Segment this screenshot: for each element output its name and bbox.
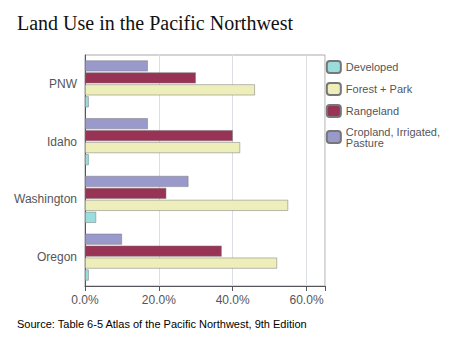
svg-text:Developed: Developed xyxy=(346,61,399,73)
svg-text:Cropland, Irrigated,: Cropland, Irrigated, xyxy=(345,125,440,138)
svg-text:Source: Table 6-5 Atlas of the: Source: Table 6-5 Atlas of the Pacific N… xyxy=(17,318,307,330)
svg-text:20.0%: 20.0% xyxy=(142,293,176,307)
svg-text:Washington: Washington xyxy=(14,192,77,206)
svg-text:Forest + Park: Forest + Park xyxy=(346,83,413,95)
svg-text:40.0%: 40.0% xyxy=(216,293,250,307)
svg-text:0.0%: 0.0% xyxy=(71,293,99,307)
svg-text:Rangeland: Rangeland xyxy=(346,105,399,117)
svg-text:Idaho: Idaho xyxy=(47,135,77,149)
svg-text:60.0%: 60.0% xyxy=(290,293,324,307)
svg-text:Pasture: Pasture xyxy=(346,137,384,149)
svg-text:PNW: PNW xyxy=(49,77,78,91)
svg-text:Land Use in the Pacific Northw: Land Use in the Pacific Northwest xyxy=(17,12,293,34)
svg-text:Oregon: Oregon xyxy=(37,250,77,264)
